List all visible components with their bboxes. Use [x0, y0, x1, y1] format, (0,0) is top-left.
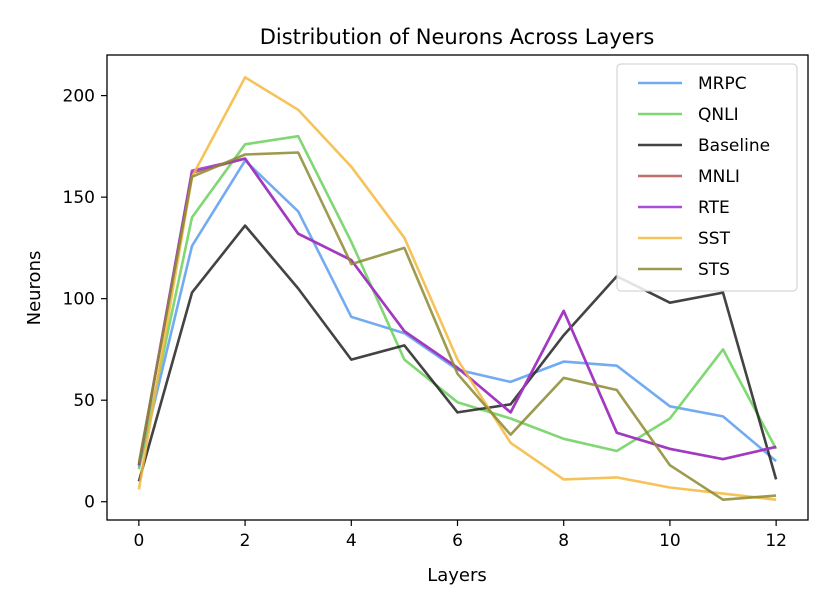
x-tick-label: 2 [240, 531, 251, 551]
legend-label-qnli: QNLI [698, 105, 739, 125]
y-tick-label: 0 [84, 493, 95, 513]
y-axis-label: Neurons [24, 251, 45, 326]
legend-label-mnli: MNLI [698, 167, 740, 187]
legend-label-rte: RTE [698, 198, 730, 218]
legend-box [616, 63, 798, 292]
x-tick-label: 4 [346, 531, 357, 551]
series-line-qnli [137, 134, 778, 470]
y-tick-label: 100 [63, 290, 95, 310]
series-layer [137, 76, 778, 502]
y-tick-label: 50 [73, 391, 95, 411]
x-tick-label: 10 [659, 531, 681, 551]
series-line-sts [137, 151, 777, 502]
y-tick-label: 200 [63, 87, 95, 107]
series-line-sst [137, 76, 777, 501]
legend-label-mrpc: MRPC [698, 74, 747, 94]
x-tick-label: 8 [558, 531, 569, 551]
x-tick-label: 6 [452, 531, 463, 551]
legend-label-baseline: Baseline [698, 136, 770, 156]
x-tick-label: 12 [765, 531, 787, 551]
series-line-baseline [137, 224, 778, 482]
series-line-rte [137, 157, 777, 466]
x-axis-label: Layers [427, 565, 487, 586]
chart-title: Distribution of Neurons Across Layers [260, 25, 655, 49]
y-axis: 0 50 100 150 200 [63, 87, 107, 513]
x-axis: 0 2 4 6 8 10 12 [133, 520, 787, 551]
x-tick-label: 0 [133, 531, 144, 551]
legend-label-sst: SST [698, 229, 731, 249]
legend-label-sts: STS [698, 260, 730, 280]
y-tick-label: 150 [63, 188, 95, 208]
legend: MRPC QNLI Baseline MNLI RTE SST STS [616, 63, 798, 292]
